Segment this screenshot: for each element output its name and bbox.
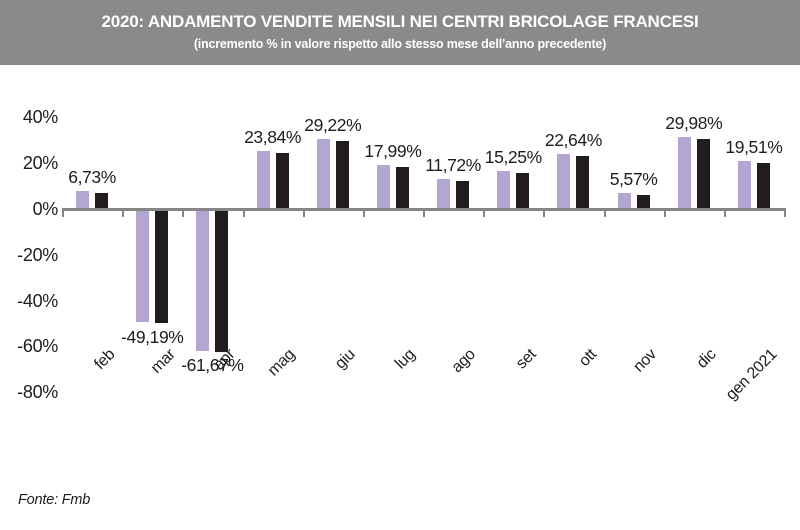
x-axis-tick-mark [663,210,666,217]
x-axis-label-ago: ago [448,346,480,377]
x-axis-tick-mark [122,210,125,217]
bar-purple-mar [136,210,150,323]
bar-purple-ago [437,179,451,208]
x-axis-label-mag: mag [265,346,299,380]
bar-purple-giu [316,138,330,208]
x-axis-baseline [62,207,786,211]
x-axis-label-feb: feb [91,346,119,374]
bar-purple-mag [256,150,270,208]
x-axis-label-dic: dic [693,346,720,372]
bar-purple-gen-2021 [737,161,751,208]
data-label-gen-2021: 19,51% [725,137,783,158]
bar-black-lug [395,166,409,208]
data-label-mag: 23,84% [244,126,302,147]
bar-purple-dic [677,137,691,208]
x-axis-tick-mark [784,210,786,217]
data-label-dic: 29,98% [665,113,723,134]
x-axis-tick-mark [603,210,606,217]
x-axis-tick-mark [242,210,245,217]
bar-black-giu [335,141,349,208]
x-axis-tick-mark [423,210,425,217]
bar-purple-nov [617,193,631,208]
bar-black-ott [576,156,590,208]
bar-black-mar [155,210,169,324]
data-label-apr: -61,67% [181,355,244,376]
data-label-nov: 5,57% [609,169,658,190]
x-axis-label-nov: nov [629,346,660,376]
chart-title: 2020: ANDAMENTO VENDITE MENSILI NEI CENT… [101,12,699,31]
bar-black-gen-2021 [756,163,770,208]
bar-black-dic [696,139,710,208]
y-axis-tick--20: -20% [17,244,58,265]
y-axis-tick--40: -40% [17,290,58,311]
data-label-ago: 11,72% [425,155,481,176]
data-label-feb: 6,73% [68,166,116,187]
chart-plot-area: 40% 20% 0% -20% -40% -60% -80% 6,73% feb -49,19% m… [0,65,800,492]
source-note: Fonte: Fmb [18,492,91,508]
bar-black-set [516,173,530,208]
bar-purple-ott [557,154,571,208]
bar-black-apr [215,210,229,352]
data-label-lug: 17,99% [364,140,422,161]
x-axis-label-mar: mar [147,346,179,377]
bar-black-ago [456,181,470,208]
x-axis-label-lug: lug [392,346,419,373]
x-axis-tick-mark [62,210,64,217]
x-axis-label-ott: ott [575,346,600,370]
data-label-giu: 29,22% [304,114,362,135]
x-axis-label-gen-2021: gen 2021 [722,346,780,404]
x-axis-label-giu: giu [332,346,359,373]
y-axis-tick-0: 0% [32,199,59,219]
bar-black-feb [95,192,109,208]
x-axis-tick-mark [543,210,546,217]
bar-black-nov [636,195,650,208]
data-label-mar: -49,19% [121,326,184,347]
data-label-ott: 22,64% [544,130,602,151]
bar-purple-feb [76,190,90,208]
y-axis-tick--80: -80% [17,382,58,403]
bar-black-mag [275,153,289,208]
x-axis-tick-mark [182,210,185,217]
chart-subtitle: (incremento % in valore rispetto allo st… [193,37,607,52]
y-axis-tick-20: 20% [22,153,58,174]
x-axis-tick-mark [723,210,726,217]
chart-header: 2020: ANDAMENTO VENDITE MENSILI NEI CENT… [0,0,800,65]
y-axis-tick-40: 40% [22,107,58,128]
bar-purple-lug [376,164,390,208]
x-axis-tick-mark [362,210,365,217]
data-label-set: 15,25% [484,147,542,168]
bar-purple-apr [196,210,210,351]
x-axis-label-set: set [512,346,540,373]
x-axis-tick-mark [483,210,486,217]
x-axis-tick-mark [302,210,305,217]
y-axis-tick--60: -60% [17,336,58,357]
bar-purple-set [497,171,511,208]
